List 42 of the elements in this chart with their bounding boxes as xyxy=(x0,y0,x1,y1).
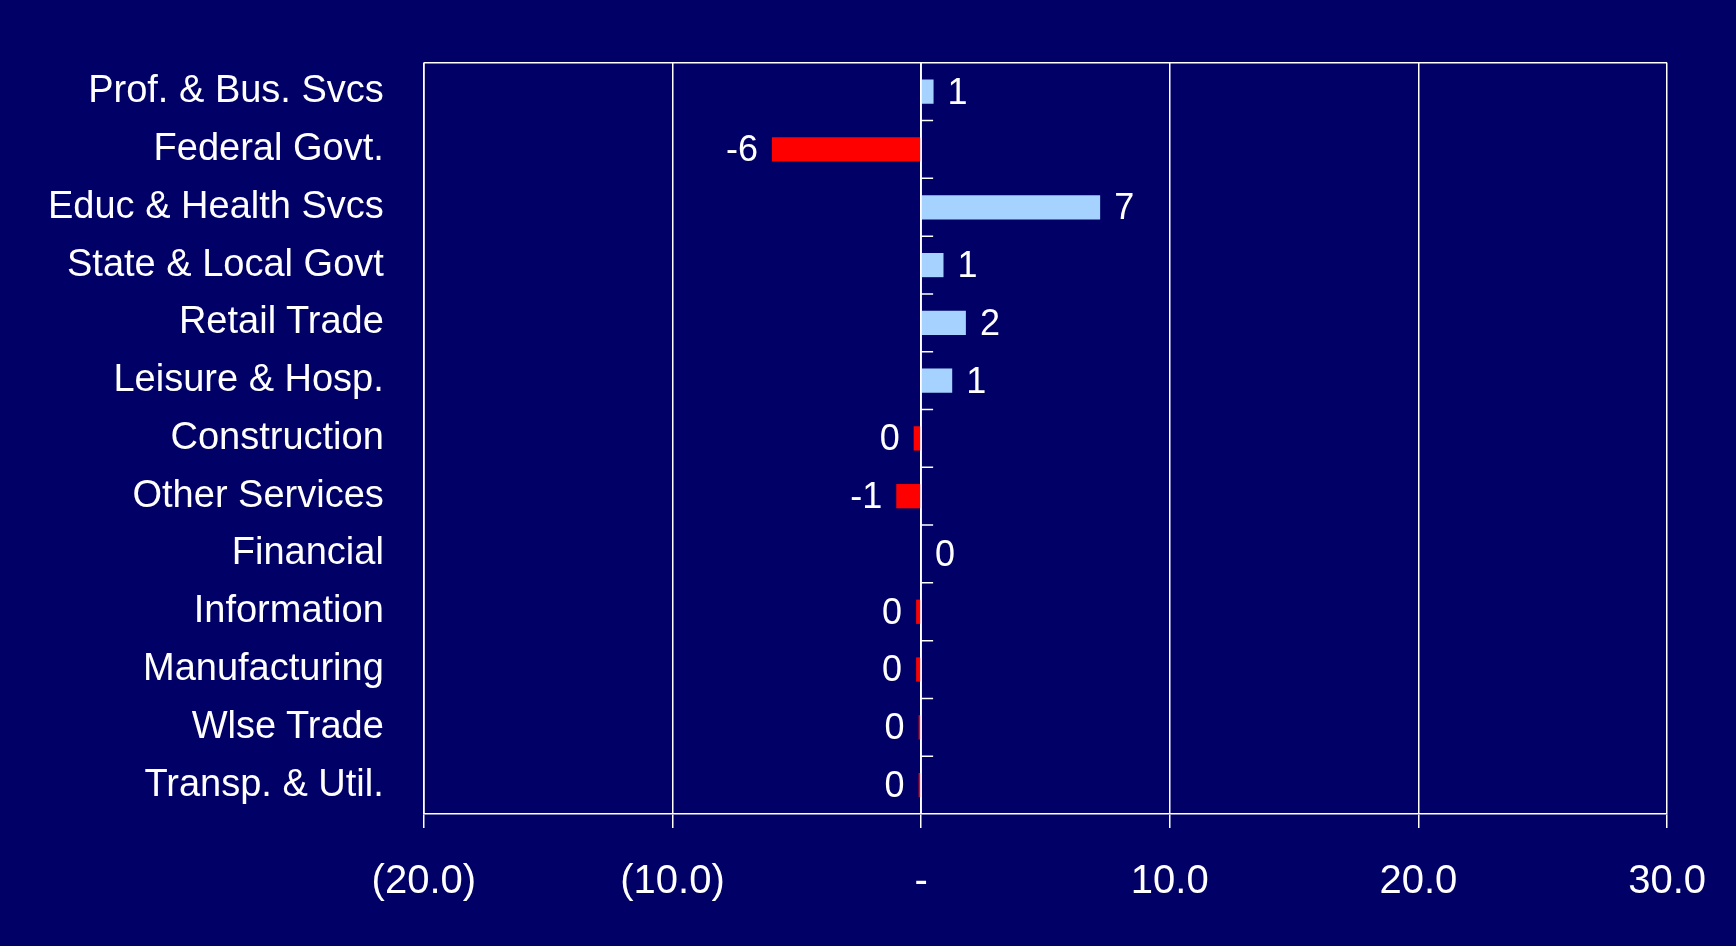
bar xyxy=(921,310,966,335)
data-label: 1 xyxy=(947,70,968,112)
x-tick-label: - xyxy=(914,857,928,902)
y-tick-label: Financial xyxy=(231,530,384,573)
y-tick-label: Transp. & Util. xyxy=(144,761,384,804)
x-tick-label: (10.0) xyxy=(620,857,725,902)
data-label: 0 xyxy=(884,706,905,748)
data-label: 1 xyxy=(957,243,978,285)
data-label: 7 xyxy=(1114,186,1135,228)
y-tick-label: Information xyxy=(193,588,384,631)
bar xyxy=(921,368,953,393)
x-tick-label: (20.0) xyxy=(371,857,477,902)
y-tick-label: Manufacturing xyxy=(143,646,384,689)
data-label: 1 xyxy=(966,359,987,401)
y-tick-label: Construction xyxy=(170,414,384,457)
y-tick-label: Educ & Health Svcs xyxy=(47,183,384,226)
data-label: -6 xyxy=(725,128,758,170)
data-label: 2 xyxy=(979,301,1000,343)
data-label: 0 xyxy=(884,764,905,806)
y-tick-label: Retail Trade xyxy=(178,299,384,342)
data-label: 0 xyxy=(879,417,900,459)
y-tick-label: State & Local Govt xyxy=(66,241,385,284)
x-tick-label: 10.0 xyxy=(1130,857,1209,902)
y-tick-label: Federal Govt. xyxy=(153,125,384,168)
x-tick-label: 30.0 xyxy=(1628,857,1706,902)
data-label: 0 xyxy=(935,532,956,574)
y-tick-label: Prof. & Bus. Svcs xyxy=(88,68,384,111)
bar xyxy=(771,137,921,162)
data-label: -1 xyxy=(850,475,883,517)
y-tick-label: Other Services xyxy=(132,472,384,515)
x-tick-label: 20.0 xyxy=(1379,857,1458,902)
bar xyxy=(916,657,921,682)
bar xyxy=(896,484,921,509)
bar xyxy=(916,599,921,624)
data-label: 0 xyxy=(882,648,903,690)
bar xyxy=(921,79,934,104)
y-tick-label: Wlse Trade xyxy=(191,703,384,746)
bar xyxy=(921,252,944,278)
bar xyxy=(913,426,921,451)
y-tick-label: Leisure & Hosp. xyxy=(113,357,384,400)
data-label: 0 xyxy=(882,590,903,632)
bar xyxy=(921,195,1101,220)
